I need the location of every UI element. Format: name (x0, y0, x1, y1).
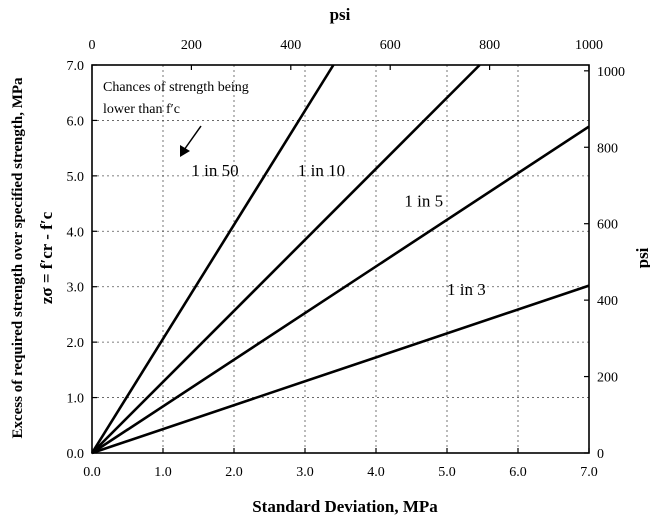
x-axis-title: Standard Deviation, MPa (252, 497, 438, 516)
series-label: 1 in 3 (447, 280, 486, 299)
plot-frame (91, 64, 590, 454)
series-line-1-in-5 (91, 125, 590, 455)
top-tick-label: 400 (280, 38, 301, 53)
top-tick-label: 600 (380, 38, 401, 53)
series-label: 1 in 10 (298, 161, 345, 180)
right-tick-labels: 0 200 400 600 800 1000 (584, 65, 625, 462)
x-tick-label: 0.0 (83, 465, 101, 480)
right-axis-title: psi (633, 247, 650, 268)
series-label: 1 in 50 (191, 161, 238, 180)
y-tick-label: 4.0 (67, 225, 85, 240)
x-tick-label: 4.0 (367, 465, 385, 480)
x-tick-label: 1.0 (154, 465, 172, 480)
y-tick-label: 7.0 (67, 59, 85, 74)
series-labels: 1 in 50 1 in 10 1 in 5 1 in 3 (191, 161, 485, 299)
series-label: 1 in 5 (404, 191, 443, 210)
annotation-line2: lower than f′c (103, 102, 180, 117)
y-axis-formula: zσ = f′cr - f′c (37, 211, 56, 304)
top-axis-title: psi (330, 5, 351, 24)
right-tick-label: 0 (597, 447, 604, 462)
right-tick-label: 1000 (597, 65, 625, 80)
annotation-arrow (180, 125, 202, 157)
grid-lines (92, 65, 589, 453)
x-tick-label: 6.0 (509, 465, 527, 480)
right-tick-label: 600 (597, 218, 618, 233)
y-tick-label: 0.0 (67, 447, 85, 462)
top-tick-label: 1000 (575, 38, 603, 53)
y-tick-label: 3.0 (67, 281, 85, 296)
bottom-tick-labels: 0.0 1.0 2.0 3.0 4.0 5.0 6.0 7.0 (83, 465, 598, 480)
series-line-1-in-50 (90, 64, 335, 454)
left-tick-labels: 0.0 1.0 2.0 3.0 4.0 5.0 6.0 7.0 (67, 59, 85, 462)
x-tick-label: 2.0 (225, 465, 243, 480)
top-tick-label: 0 (89, 38, 96, 53)
y-axis-title: Excess of required strength over specifi… (10, 77, 26, 439)
series-lines (90, 64, 590, 455)
top-tick-labels: 0 200 400 600 800 1000 (89, 38, 603, 70)
series-line-1-in-3 (91, 284, 590, 455)
y-tick-label: 2.0 (67, 336, 85, 351)
annotation-line1: Chances of strength being (103, 80, 249, 95)
series-line-1-in-10 (91, 64, 481, 454)
x-tick-label: 3.0 (296, 465, 314, 480)
top-tick-label: 200 (181, 38, 202, 53)
right-tick-label: 800 (597, 141, 618, 156)
x-tick-label: 7.0 (580, 465, 598, 480)
y-tick-label: 5.0 (67, 170, 85, 185)
right-tick-label: 200 (597, 371, 618, 386)
x-tick-label: 5.0 (438, 465, 456, 480)
right-tick-label: 400 (597, 294, 618, 309)
tick-marks (91, 64, 590, 454)
y-tick-label: 6.0 (67, 114, 85, 129)
top-tick-label: 800 (479, 38, 500, 53)
y-tick-label: 1.0 (67, 392, 85, 407)
